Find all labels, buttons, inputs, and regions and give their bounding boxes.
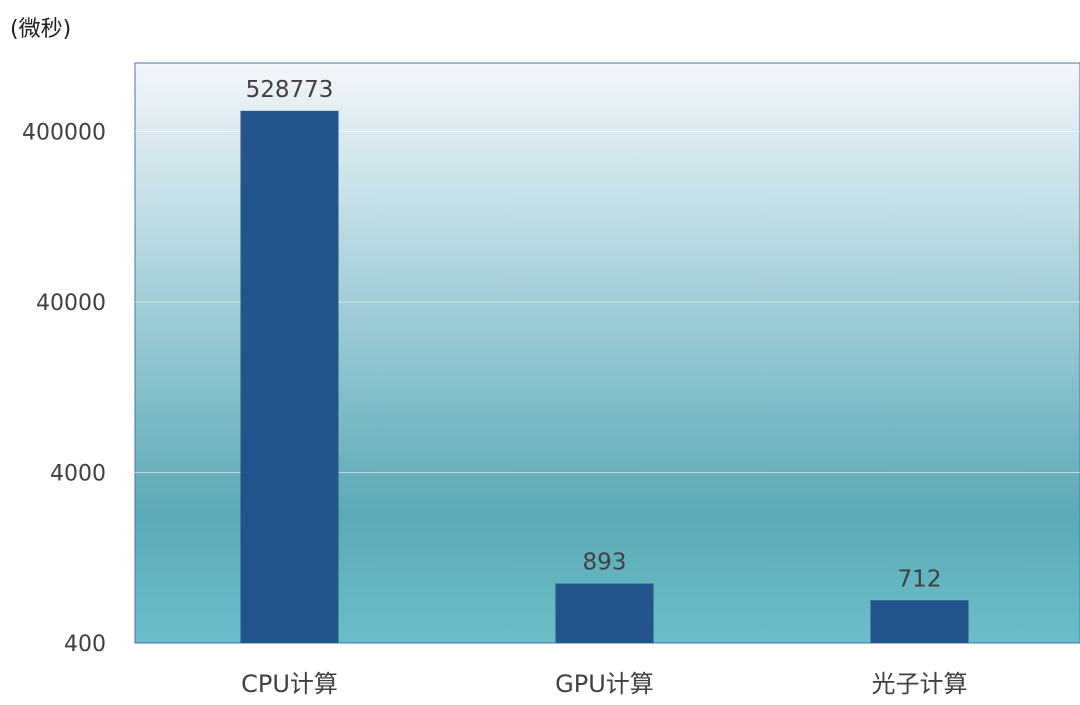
y-tick-label: 400 — [64, 632, 106, 657]
unit-label: (微秒) — [10, 17, 71, 42]
y-tick-label: 400000 — [22, 121, 106, 146]
bar — [555, 583, 654, 643]
bar — [870, 600, 969, 643]
y-tick-label: 4000 — [50, 462, 106, 487]
bar — [240, 110, 339, 644]
bars — [240, 110, 969, 644]
x-category-label: GPU计算 — [555, 670, 654, 698]
data-labels: 528773 893 712 — [246, 77, 942, 592]
x-category-label: 光子计算 — [872, 670, 968, 698]
data-label: 893 — [583, 550, 627, 576]
y-axis-tick-labels: 400 4000 40000 400000 — [22, 121, 106, 658]
y-tick-label: 40000 — [36, 291, 106, 316]
x-category-label: CPU计算 — [241, 670, 338, 698]
data-label: 712 — [898, 566, 942, 592]
data-label: 528773 — [246, 77, 334, 103]
x-axis-category-labels: CPU计算 GPU计算 光子计算 — [241, 670, 967, 698]
